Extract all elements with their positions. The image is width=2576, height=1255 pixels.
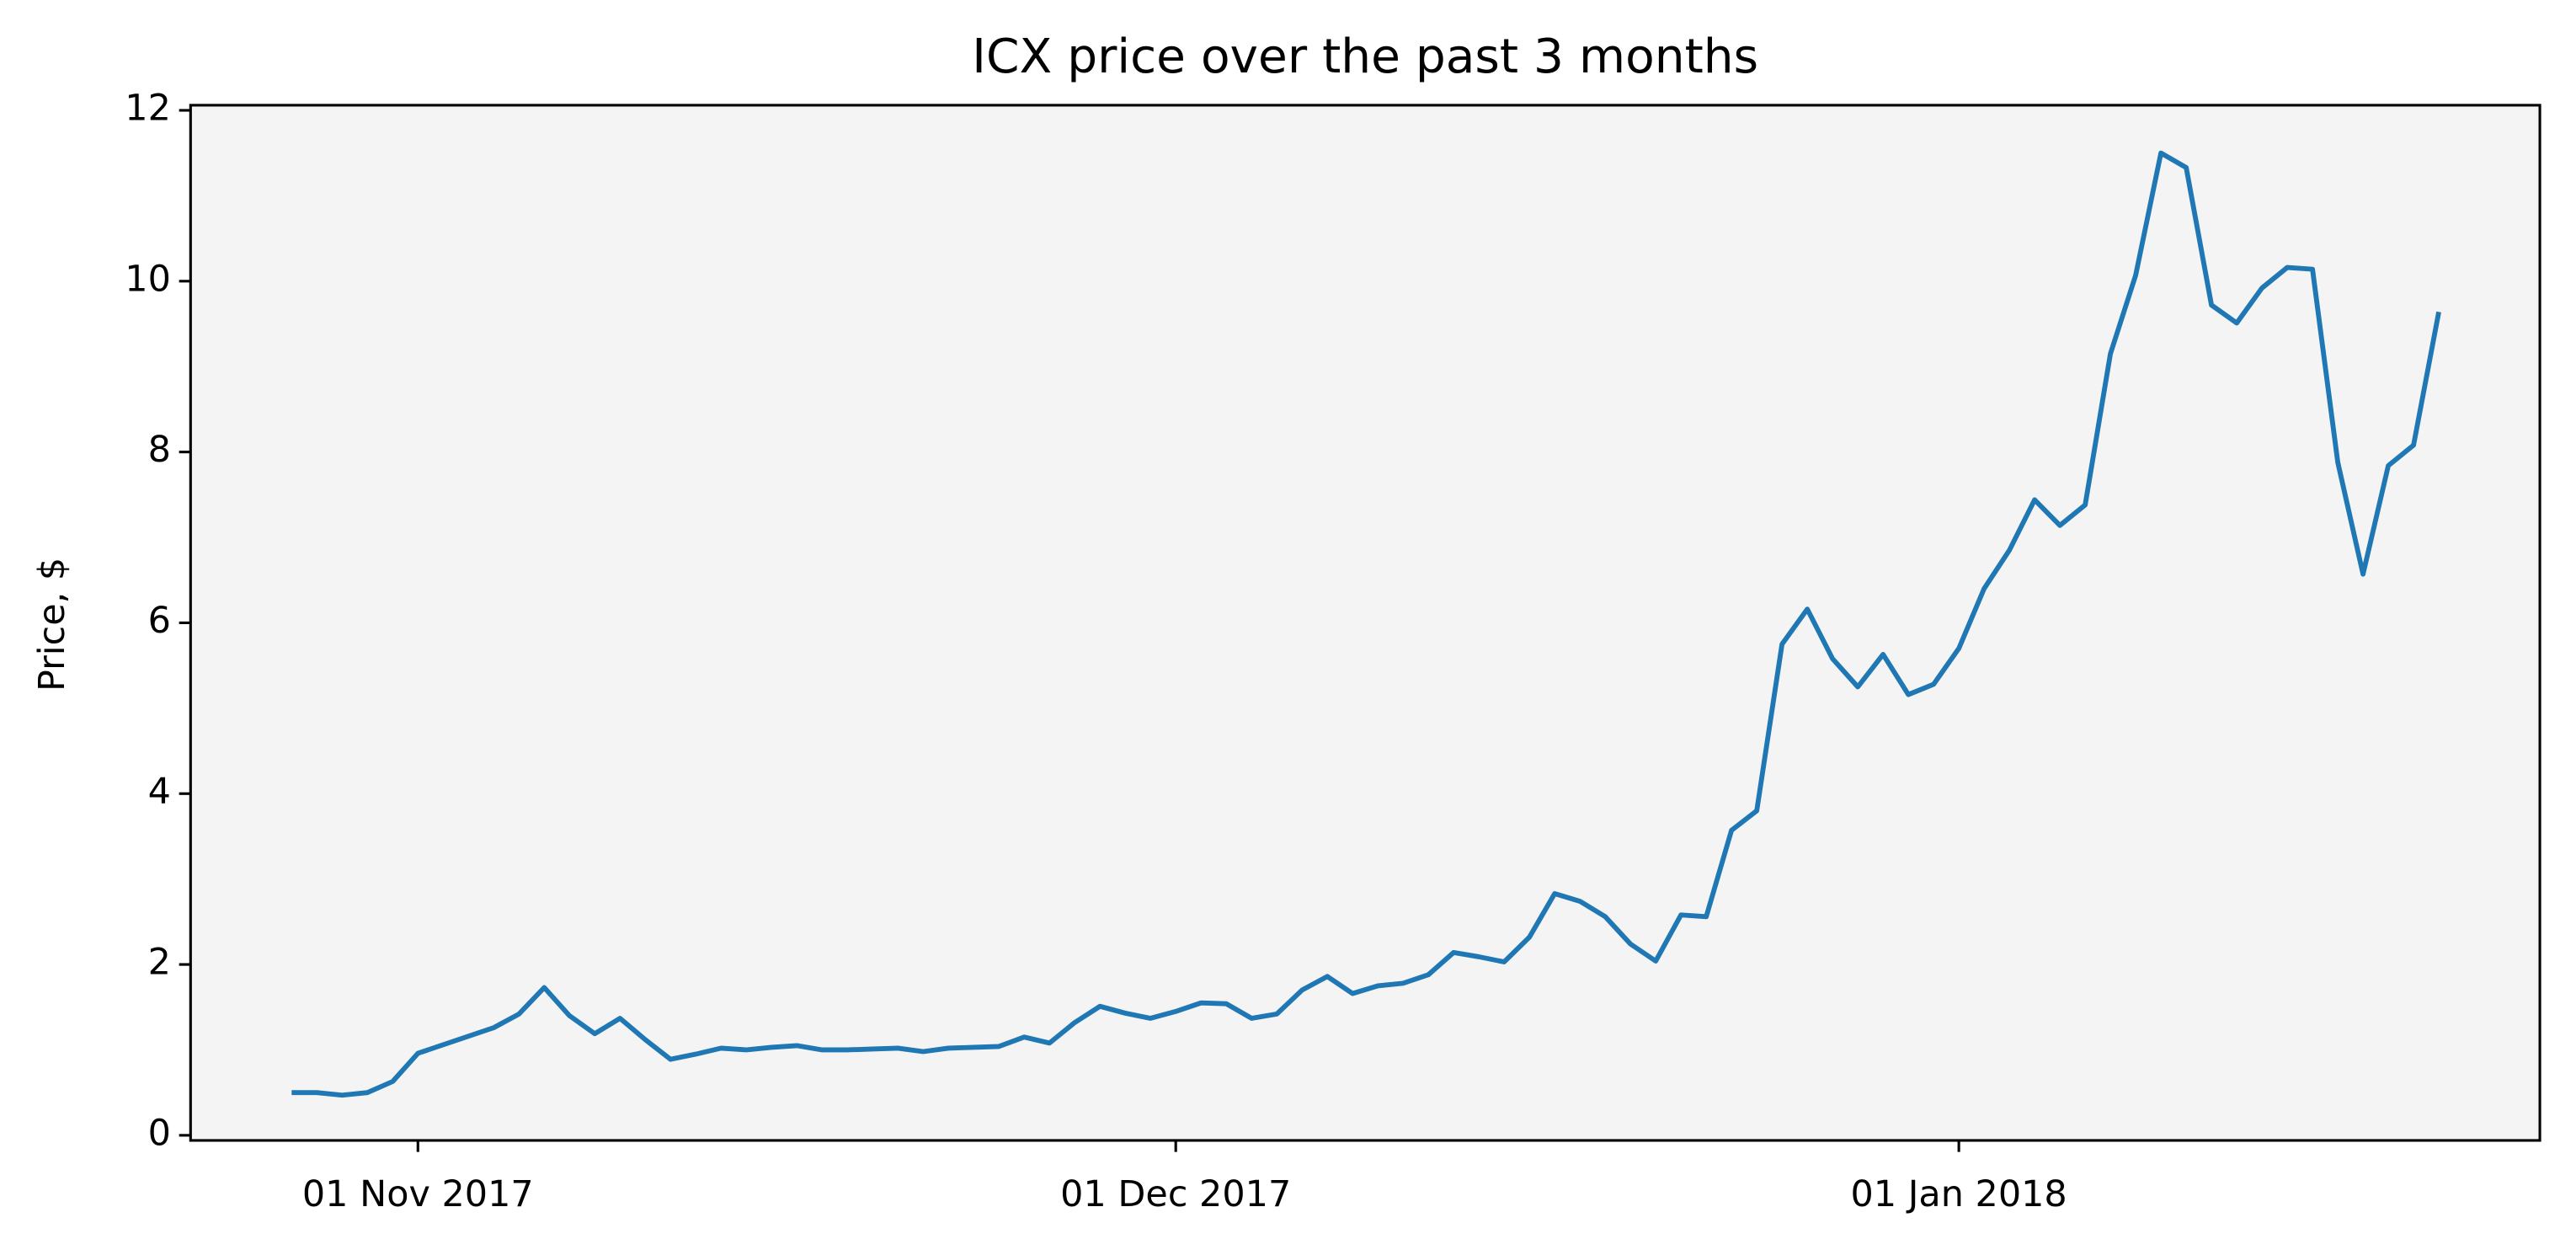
- plot-background: [190, 104, 2541, 1140]
- y-tick-label: 10: [125, 258, 171, 300]
- y-tick-label: 6: [148, 600, 171, 642]
- y-tick-label: 2: [148, 942, 171, 984]
- y-tick-label: 8: [148, 429, 171, 471]
- y-tick-label: 12: [125, 87, 171, 129]
- x-tick-label: 01 Nov 2017: [302, 1173, 534, 1215]
- price-line: [291, 150, 2441, 1098]
- x-tick-label: 01 Dec 2017: [1060, 1173, 1291, 1215]
- y-tick-label: 0: [148, 1112, 171, 1154]
- y-axis-label: Price, $: [31, 558, 73, 692]
- x-tick-label: 01 Jan 2018: [1851, 1173, 2067, 1215]
- plot-frame: [189, 104, 2541, 1142]
- chart-title: ICX price over the past 3 months: [972, 29, 1758, 84]
- y-tick-label: 4: [148, 771, 171, 813]
